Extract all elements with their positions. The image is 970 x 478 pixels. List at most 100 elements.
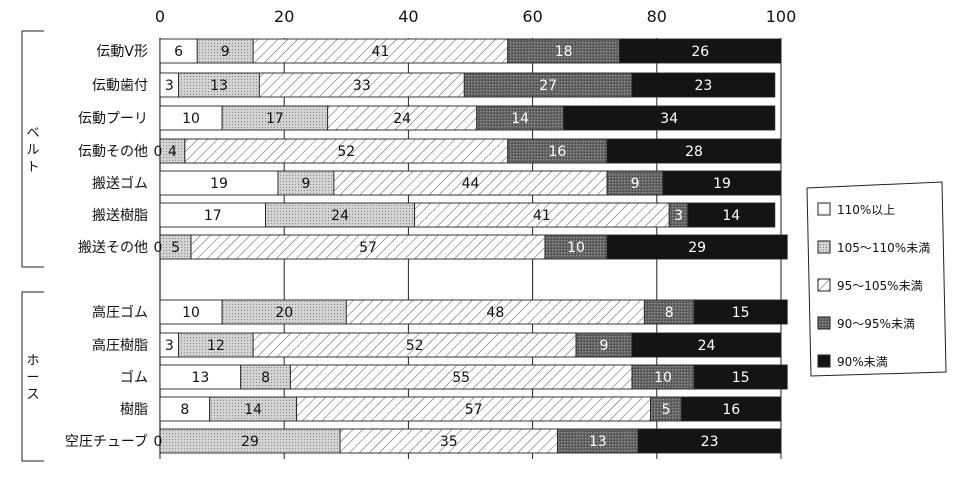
data-label: 15 <box>732 305 750 321</box>
category-label: 搬送その他 <box>78 240 148 256</box>
bar-segment <box>606 234 788 260</box>
data-label: 48 <box>486 305 504 321</box>
data-label: 14 <box>511 111 529 127</box>
bar-segment <box>693 364 788 390</box>
data-label: 34 <box>660 111 678 127</box>
group-label-char: ス <box>26 388 39 403</box>
legend-swatch <box>817 278 831 292</box>
data-label: 3 <box>165 78 174 94</box>
bar-segment <box>258 72 465 98</box>
data-label: 16 <box>549 144 567 160</box>
bar-segment <box>333 170 608 196</box>
data-label: 9 <box>301 176 310 192</box>
legend: 110%以上 105〜110%未満 95〜105%未満 90〜95%未満 90%未満 <box>806 181 947 377</box>
bar-segment <box>575 332 633 358</box>
x-tick-label: 40 <box>398 7 418 26</box>
x-tick-label: 80 <box>647 7 667 26</box>
data-label: 14 <box>722 208 740 224</box>
data-label: 20 <box>275 305 293 321</box>
data-label: 12 <box>207 338 225 354</box>
bar-segment <box>544 234 608 260</box>
group-label-char: ト <box>26 160 39 175</box>
legend-label: 110%以上 <box>837 203 895 217</box>
data-label: 3 <box>165 338 174 354</box>
category-label: 搬送ゴム <box>92 175 148 192</box>
data-label: 57 <box>359 240 377 256</box>
data-label: 41 <box>372 44 390 60</box>
data-label: 9 <box>600 338 609 354</box>
group-label-char: ー <box>26 371 39 386</box>
data-label: 18 <box>555 44 573 60</box>
data-label: 55 <box>452 370 470 386</box>
bar-segment <box>662 170 782 196</box>
bar-segment <box>159 364 242 390</box>
bar-segment <box>631 364 695 390</box>
legend-swatch <box>817 354 831 368</box>
data-label-zero: 0 <box>154 240 163 256</box>
bar-segment <box>265 202 416 228</box>
group-label-char: ル <box>26 143 39 158</box>
data-label: 10 <box>654 370 672 386</box>
bar-segment <box>631 332 782 358</box>
x-axis-ticks: 0 20 40 60 80 100 <box>155 7 796 26</box>
data-label: 13 <box>191 370 209 386</box>
bar-segment <box>296 396 652 422</box>
data-label: 4 <box>168 144 177 160</box>
x-tick-label: 20 <box>274 7 294 26</box>
bar-segment <box>159 428 341 454</box>
group-bracket <box>21 30 44 268</box>
data-label: 13 <box>210 78 228 94</box>
data-label: 9 <box>221 44 230 60</box>
bar-segment <box>339 428 558 454</box>
category-label: 搬送樹脂 <box>92 208 148 224</box>
data-label: 9 <box>631 176 640 192</box>
bar-segment <box>159 396 211 422</box>
data-label: 15 <box>732 370 750 386</box>
x-tick-label: 100 <box>766 7 797 26</box>
legend-swatch <box>817 202 831 216</box>
bar-segment <box>178 332 254 358</box>
x-tick-label: 0 <box>155 7 165 26</box>
bar-segment <box>681 396 782 422</box>
data-label: 5 <box>662 402 671 418</box>
data-label: 17 <box>204 208 222 224</box>
bar-segment <box>606 170 664 196</box>
legend-label: 90〜95%未満 <box>837 317 915 331</box>
legend-label: 90%未満 <box>837 355 888 369</box>
data-label: 6 <box>174 44 183 60</box>
data-label: 13 <box>589 434 607 450</box>
bar-segment <box>159 299 223 325</box>
bar-segment <box>289 364 633 390</box>
data-label: 28 <box>685 144 703 160</box>
data-label: 10 <box>182 305 200 321</box>
category-label: 伝動その他 <box>78 144 148 160</box>
category-label: 高圧ゴム <box>92 304 148 321</box>
bar-segment <box>637 428 782 454</box>
bar-segment <box>178 72 260 98</box>
group-label: ベルト <box>26 126 39 175</box>
category-label: ゴム <box>120 369 148 386</box>
bar-segment <box>252 332 577 358</box>
data-label: 24 <box>393 111 411 127</box>
category-label: 樹脂 <box>120 402 148 418</box>
bar-segment <box>650 396 683 422</box>
data-label: 19 <box>713 176 731 192</box>
bar-segment <box>687 202 776 228</box>
category-label: 空圧チューブ <box>65 433 148 450</box>
bar-segment <box>606 138 782 164</box>
bar-segment <box>240 364 291 390</box>
group-label-char: ホ <box>26 354 39 369</box>
data-label: 52 <box>337 144 355 160</box>
category-label: 高圧樹脂 <box>92 337 148 354</box>
bar-segment <box>159 202 267 228</box>
bar-segment <box>221 105 329 131</box>
legend-swatch <box>817 316 831 330</box>
bar-segment <box>619 38 782 64</box>
bar-segment <box>159 105 223 131</box>
bar-segment <box>345 299 645 325</box>
bar-segment <box>631 72 776 98</box>
bar-segment <box>159 138 186 164</box>
legend-box <box>806 181 947 377</box>
